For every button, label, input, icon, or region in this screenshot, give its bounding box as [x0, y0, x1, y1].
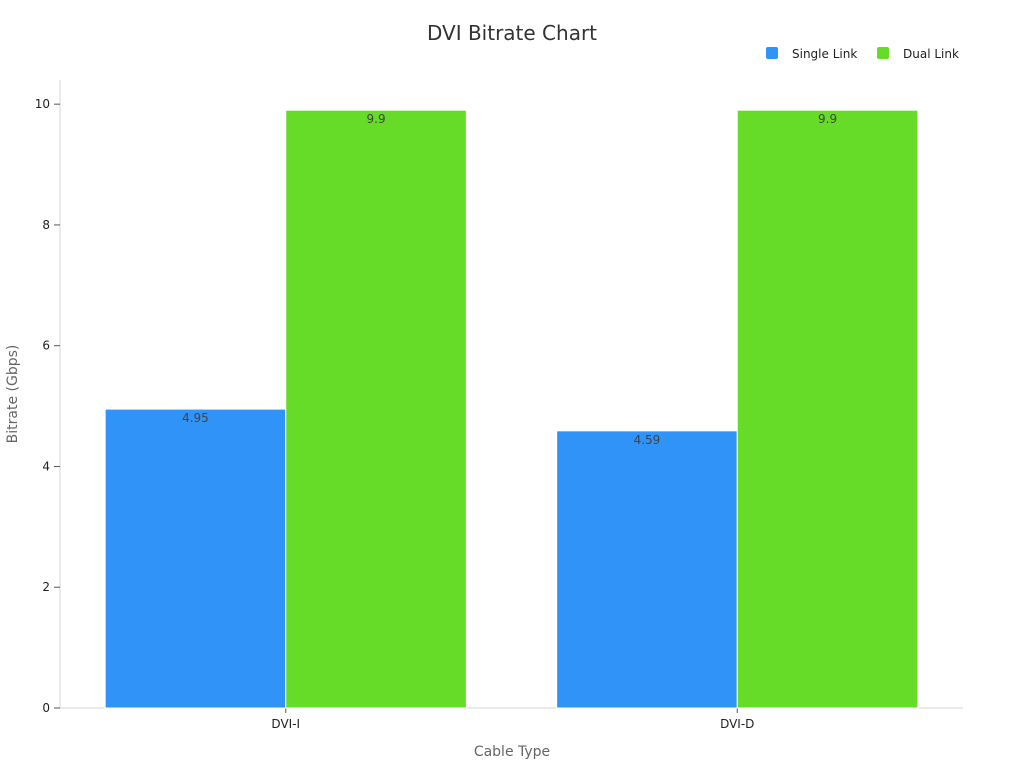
x-tick-label: DVI-D [720, 717, 754, 731]
bar-dual-link-dvi-d [736, 109, 919, 709]
legend-label-dual-link: Dual Link [903, 47, 959, 61]
data-labels: 4.95 9.9 4.59 9.9 [182, 112, 837, 447]
chart-title: DVI Bitrate Chart [427, 21, 597, 45]
legend-swatch-dual-link [877, 47, 889, 59]
y-axis-label: Bitrate (Gbps) [5, 345, 21, 444]
y-tick-label: 2 [42, 580, 50, 594]
legend-swatch-single-link [766, 47, 778, 59]
x-axis-ticks: DVI-I DVI-D [271, 708, 754, 731]
bar-single-link-dvi-d [556, 430, 738, 709]
data-label: 4.95 [182, 411, 209, 425]
bar-single-link-dvi-i [104, 408, 287, 709]
y-tick-label: 10 [35, 97, 50, 111]
bars [104, 109, 919, 709]
y-axis-ticks: 0 2 4 6 8 10 [35, 97, 60, 715]
data-label: 9.9 [367, 112, 386, 126]
legend-label-single-link: Single Link [792, 47, 857, 61]
bar-dual-link-dvi-i [285, 109, 467, 709]
data-label: 9.9 [818, 112, 837, 126]
y-tick-label: 6 [42, 339, 50, 353]
data-label: 4.59 [634, 433, 661, 447]
x-tick-label: DVI-I [271, 717, 300, 731]
y-tick-label: 8 [42, 218, 50, 232]
y-tick-label: 4 [42, 459, 50, 473]
plot-area: 0 2 4 6 8 10 DVI-I DVI-D 4.95 9.9 4.59 9.9 [35, 80, 963, 731]
legend: Single Link Dual Link [766, 47, 959, 61]
x-axis-label: Cable Type [474, 744, 550, 760]
y-tick-label: 0 [42, 701, 50, 715]
